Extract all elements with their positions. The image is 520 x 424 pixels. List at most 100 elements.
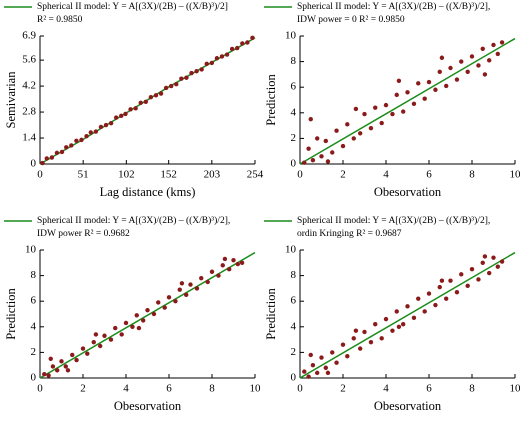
point [158, 91, 164, 96]
point [439, 55, 445, 60]
point [50, 364, 56, 369]
point [229, 46, 235, 52]
legend-label: Spherical II model: Y = A[(3X)/(2B) – ((… [37, 1, 228, 12]
x-tick-label: 0 [297, 383, 303, 395]
legend-label: Spherical II model: Y = A[(3X)/(2B) – ((… [297, 1, 490, 12]
point [169, 83, 174, 89]
point [219, 54, 225, 59]
point [54, 150, 60, 156]
point [394, 309, 399, 314]
point [204, 61, 209, 67]
point [476, 277, 481, 282]
point [49, 155, 55, 160]
point [487, 270, 492, 276]
point [119, 113, 124, 118]
x-tick-label: 6 [426, 383, 432, 395]
point [42, 371, 47, 377]
point [138, 100, 143, 105]
y-tick-label: 1.4 [22, 132, 36, 144]
point [194, 286, 200, 291]
point [362, 111, 367, 117]
point [454, 77, 460, 82]
point [173, 299, 178, 304]
point [69, 143, 74, 148]
point [188, 282, 193, 287]
y-tick-label: 0 [291, 372, 297, 384]
point [459, 59, 464, 64]
point [439, 278, 445, 283]
x-tick-label: 2 [340, 383, 346, 395]
point [98, 343, 103, 349]
point [454, 290, 460, 295]
point [40, 160, 45, 166]
point [74, 357, 79, 363]
point [330, 150, 335, 155]
point [465, 69, 470, 75]
point [98, 124, 104, 130]
point [353, 106, 359, 112]
point [491, 42, 496, 48]
point [444, 296, 449, 301]
y-tick-label: 2 [31, 346, 37, 358]
point [358, 131, 363, 136]
point [426, 291, 432, 296]
point [136, 325, 142, 331]
x-tick-label: 4 [383, 383, 389, 395]
point [151, 311, 157, 317]
point [315, 136, 320, 141]
point [123, 320, 129, 326]
point [222, 256, 228, 262]
point [153, 93, 159, 98]
y-tick-label: 8 [291, 55, 297, 67]
point [145, 307, 150, 313]
point [166, 295, 172, 300]
y-tick-label: 6 [31, 295, 37, 307]
point [379, 120, 384, 126]
point [133, 106, 138, 111]
fit-line [299, 251, 516, 379]
point [480, 260, 485, 265]
point [487, 58, 492, 63]
point [59, 149, 65, 155]
point [88, 130, 93, 135]
point [495, 264, 500, 269]
point [184, 75, 189, 80]
point [231, 258, 236, 263]
y-tick-label: 0 [291, 158, 297, 170]
point [209, 269, 215, 274]
point [459, 272, 464, 277]
point [108, 337, 114, 342]
point [55, 368, 60, 373]
fit-line [39, 251, 256, 379]
y-tick-label: 8 [291, 269, 297, 281]
point [64, 145, 69, 150]
y-tick-label: 4 [31, 320, 37, 332]
point [396, 78, 402, 84]
point [84, 133, 89, 139]
y-tick-label: 4 [291, 320, 297, 332]
y-tick-label: 2 [291, 132, 297, 144]
point [437, 284, 442, 290]
point [209, 60, 215, 66]
point [245, 40, 250, 45]
x-tick-label: 6 [426, 169, 432, 181]
point [422, 309, 427, 314]
point [306, 374, 311, 379]
point [179, 281, 185, 286]
point [448, 278, 453, 283]
point [59, 359, 64, 364]
x-tick-label: 254 [247, 169, 264, 181]
point [130, 324, 135, 329]
point [235, 261, 240, 267]
point [422, 96, 427, 101]
point [156, 300, 161, 305]
x-tick-label: 4 [383, 169, 389, 181]
y-tick-label: 6 [291, 81, 297, 93]
point [108, 120, 114, 126]
y-tick-label: 2.8 [22, 106, 36, 118]
x-axis-label: Lag distance (kms) [100, 185, 196, 199]
point [113, 325, 118, 331]
y-axis-label: Prediction [264, 74, 278, 126]
point [48, 356, 53, 361]
